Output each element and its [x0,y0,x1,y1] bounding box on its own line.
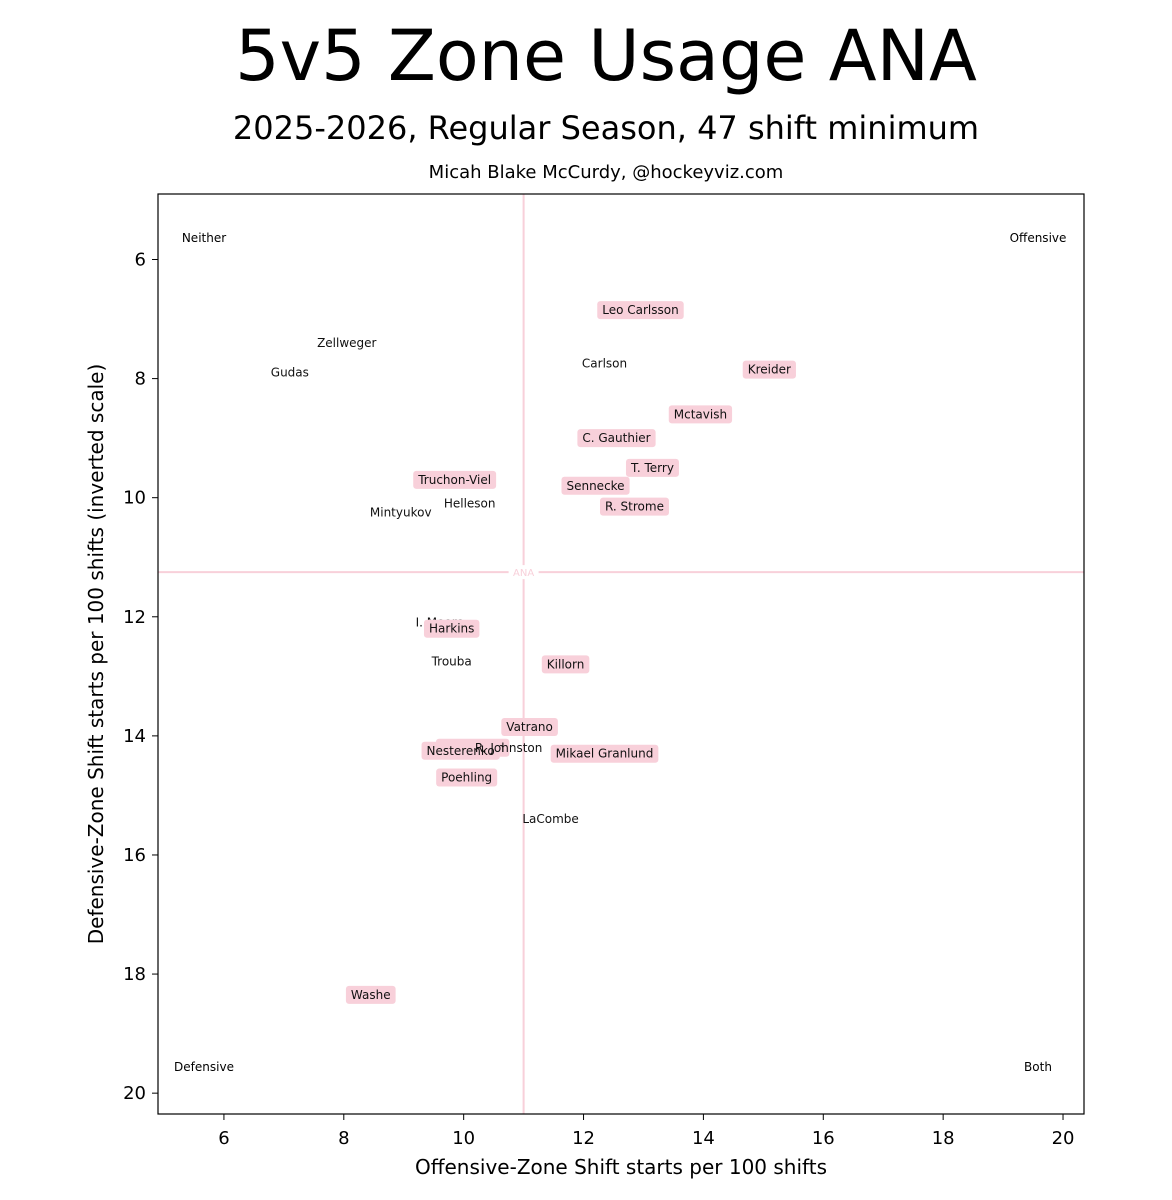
player-highlight [625,458,679,477]
chart-title: 5v5 Zone Usage ANA [235,15,977,97]
player-point: Zellweger [317,336,376,350]
player-highlight [668,405,733,424]
player-label: Washe [351,988,391,1002]
y-tick-label: 14 [123,726,146,747]
player-point: Sennecke [561,476,630,495]
player-point: Helleson [444,497,496,511]
player-point: Killorn [541,655,590,674]
quadrant-label: Defensive [174,1060,234,1074]
player-highlight [345,985,396,1004]
player-point: C. Gauthier [577,429,656,448]
player-point: T. Terry [625,458,679,477]
player-highlight [600,497,669,516]
player-point: Gudas [271,366,309,380]
player-point: Leo Carlsson [597,301,684,320]
team-label-bg [508,565,539,580]
player-label: Poehling [441,771,492,785]
player-point: Mctavish [668,405,733,424]
player-point: Mintyukov [370,506,432,520]
player-point: Truchon-Viel [413,470,497,489]
y-tick-label: 16 [123,845,146,866]
player-point: R. Strome [600,497,669,516]
player-label: T. Terry [630,461,674,475]
player-label: LaCombe [522,812,578,826]
player-label: Leo Carlsson [602,303,678,317]
player-highlight [501,717,558,736]
y-axis-label: Defensive-Zone Shift starts per 100 shif… [84,363,108,945]
y-tick-label: 18 [123,964,146,985]
x-axis-ticks: 6 8 10 12 14 16 18 20 [218,1114,1074,1149]
player-label: Mctavish [674,407,727,421]
team-label: ANA [513,568,534,579]
player-label: R. Strome [605,500,664,514]
player-highlight [541,655,590,674]
x-tick-label: 8 [338,1128,349,1149]
team-reference-lines: ANA [158,194,1084,1114]
x-tick-label: 14 [692,1128,715,1149]
chart-subtitle: 2025-2026, Regular Season, 47 shift mini… [232,109,980,147]
x-tick-label: 10 [452,1128,475,1149]
quadrant-label: Neither [182,231,226,245]
player-label: Harkins [429,622,474,636]
y-tick-label: 20 [123,1083,146,1104]
player-highlight [550,744,659,763]
player-highlight [421,741,500,760]
player-label: Helleson [444,497,496,511]
player-highlight [742,360,796,379]
player-highlight [577,429,656,448]
player-point: R. Johnston [475,741,543,755]
player-label: Trouba [431,654,472,668]
player-label: Sennecke [566,479,624,493]
player-points: Leo Carlsson Zellweger Carlson Kreider Gudas… [271,301,796,1004]
player-label: Vatrano [506,720,553,734]
y-tick-label: 12 [123,607,146,628]
player-label: Gudas [271,366,309,380]
x-tick-label: 20 [1052,1128,1075,1149]
player-label: Nesterenko [427,744,495,758]
chart-credit: Micah Blake McCurdy, @hockeyviz.com [428,162,784,183]
x-tick-label: 6 [218,1128,229,1149]
player-highlight [561,476,630,495]
player-point: Harkins [423,619,480,638]
player-highlight [423,619,480,638]
x-tick-label: 16 [812,1128,835,1149]
player-highlight [436,768,498,787]
player-point: Carlson [582,357,627,371]
player-point: Trouba [431,654,472,668]
player-point: Washe [345,985,396,1004]
player-label: Kreider [748,363,791,377]
y-tick-label: 10 [123,488,146,509]
player-point: Poehling [436,768,498,787]
player-highlight [597,301,684,320]
quadrant-label: Both [1024,1060,1052,1074]
player-label: Mintyukov [370,506,432,520]
y-tick-label: 6 [135,250,146,271]
player-label: C. Gauthier [582,431,650,445]
player-label: Carlson [582,357,627,371]
player-label: R. Johnston [475,741,543,755]
player-label: Zellweger [317,336,376,350]
player-point: Mikael Granlund [550,744,659,763]
player-label: Truchon-Viel [417,473,491,487]
player-label: Mikael Granlund [556,747,654,761]
player-label: Killorn [547,657,585,671]
player-point: Kreider [742,360,796,379]
player-point: Vatrano [501,717,558,736]
y-tick-label: 8 [135,369,146,390]
x-tick-label: 12 [572,1128,595,1149]
plot-frame [157,193,1085,1115]
player-highlight [413,470,497,489]
x-tick-label: 18 [932,1128,955,1149]
quadrant-labels: Neither Offensive Defensive Both [174,231,1066,1074]
player-point: Nesterenko [421,741,500,760]
player-point: LaCombe [522,812,578,826]
y-axis-ticks: 6 8 10 12 14 16 18 20 [123,250,158,1104]
x-axis-label: Offensive-Zone Shift starts per 100 shif… [414,1155,827,1179]
quadrant-label: Offensive [1010,231,1067,245]
